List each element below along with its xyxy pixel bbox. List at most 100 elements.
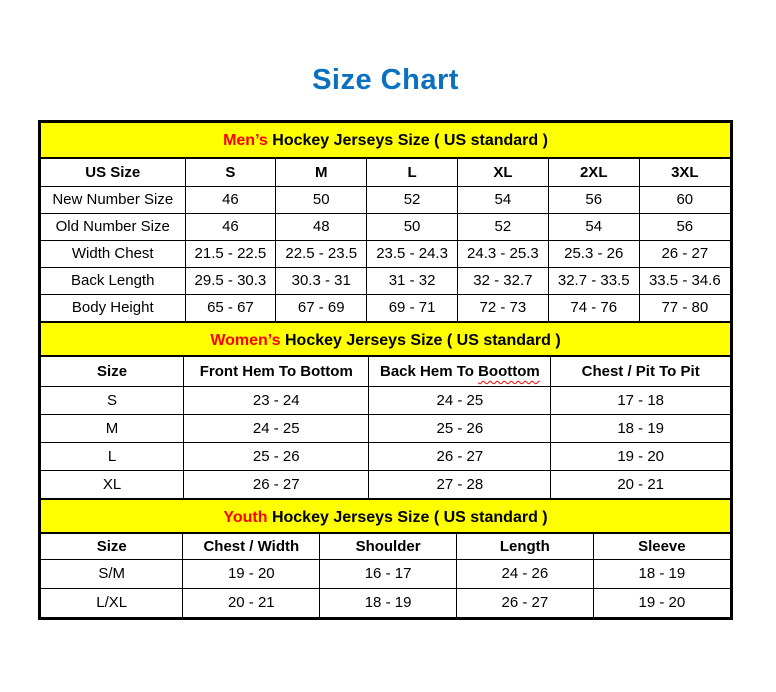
table-cell: 60 [638, 185, 730, 214]
row-label: XL [41, 469, 185, 498]
table-row: XL 26 - 27 27 - 28 20 - 21 [41, 469, 730, 498]
table-cell: 17 - 18 [550, 385, 730, 415]
table-cell: 23 - 24 [183, 385, 370, 415]
youth-section-title: Hockey Jerseys Size ( US standard ) [267, 509, 548, 526]
table-cell: 77 - 80 [638, 293, 730, 321]
table-cell: 33.5 - 34.6 [638, 266, 730, 295]
column-header: US Size [41, 159, 186, 187]
table-row: New Number Size 46 50 52 54 56 60 [41, 185, 730, 214]
misspelled-word: Boottom [478, 362, 540, 380]
row-label: Body Height [41, 293, 186, 321]
page-title: Size Chart [312, 64, 459, 96]
table-cell: 19 - 20 [550, 441, 730, 471]
table-row: Back Length 29.5 - 30.3 30.3 - 31 31 - 3… [41, 266, 730, 295]
table-cell: 18 - 19 [319, 587, 457, 617]
table-row: Body Height 65 - 67 67 - 69 69 - 71 72 -… [41, 293, 730, 321]
size-chart-container: Men’s Hockey Jerseys Size ( US standard … [38, 120, 733, 620]
table-cell: 65 - 67 [184, 293, 277, 321]
row-label: M [41, 413, 185, 443]
table-cell: 52 [456, 212, 549, 241]
mens-section-title: Hockey Jerseys Size ( US standard ) [267, 132, 548, 149]
table-cell: 24 - 25 [368, 385, 552, 415]
column-header: Size [41, 534, 184, 560]
table-cell: 20 - 21 [550, 469, 730, 498]
table-row: S 23 - 24 24 - 25 17 - 18 [41, 385, 730, 415]
womens-section-title: Hockey Jerseys Size ( US standard ) [280, 332, 561, 349]
table-cell: 18 - 19 [592, 558, 730, 589]
table-cell: 23.5 - 24.3 [366, 239, 458, 268]
table-cell: 31 - 32 [366, 266, 458, 295]
youth-size-table: Size Chest / Width Shoulder Length Sleev… [41, 534, 730, 617]
table-cell: 26 - 27 [368, 441, 552, 471]
table-cell: 22.5 - 23.5 [275, 239, 368, 268]
table-row: M 24 - 25 25 - 26 18 - 19 [41, 413, 730, 443]
table-cell: 24.3 - 25.3 [456, 239, 549, 268]
table-row: Old Number Size 46 48 50 52 54 56 [41, 212, 730, 241]
table-cell: 21.5 - 22.5 [184, 239, 277, 268]
table-cell: 69 - 71 [366, 293, 458, 321]
column-header: Sleeve [592, 534, 730, 560]
column-header: M [275, 159, 368, 187]
column-header: Chest / Pit To Pit [550, 357, 730, 387]
table-cell: 25 - 26 [368, 413, 552, 443]
column-header: S [184, 159, 277, 187]
table-cell: 54 [547, 212, 640, 241]
table-cell: 26 - 27 [638, 239, 730, 268]
table-cell: 74 - 76 [547, 293, 640, 321]
mens-section-header: Men’s Hockey Jerseys Size ( US standard … [41, 123, 730, 159]
row-label: S/M [41, 558, 184, 589]
column-header: Front Hem To Bottom [183, 357, 370, 387]
womens-section-keyword: Women’s [210, 332, 281, 349]
table-cell: 56 [638, 212, 730, 241]
table-row: L 25 - 26 26 - 27 19 - 20 [41, 441, 730, 471]
row-label: Width Chest [41, 239, 186, 268]
row-label: Back Length [41, 266, 186, 295]
table-cell: 30.3 - 31 [275, 266, 368, 295]
mens-size-table: US Size S M L XL 2XL 3XL New Number Size… [41, 159, 730, 321]
table-cell: 50 [366, 212, 458, 241]
column-header-text: Back Hem To [380, 362, 479, 380]
table-cell: 25.3 - 26 [547, 239, 640, 268]
column-header: XL [456, 159, 549, 187]
table-cell: 24 - 26 [455, 558, 594, 589]
table-cell: 19 - 20 [182, 558, 321, 589]
table-cell: 32 - 32.7 [456, 266, 549, 295]
womens-section-header: Women’s Hockey Jerseys Size ( US standar… [41, 321, 730, 357]
table-cell: 24 - 25 [183, 413, 370, 443]
column-header: 3XL [638, 159, 730, 187]
youth-section-header: Youth Hockey Jerseys Size ( US standard … [41, 498, 730, 534]
mens-section-keyword: Men’s [223, 132, 268, 149]
table-cell: 26 - 27 [455, 587, 594, 617]
table-cell: 27 - 28 [368, 469, 552, 498]
table-cell: 29.5 - 30.3 [184, 266, 277, 295]
table-cell: 54 [456, 185, 549, 214]
table-cell: 19 - 20 [592, 587, 730, 617]
table-cell: 50 [275, 185, 368, 214]
column-header: Chest / Width [182, 534, 321, 560]
table-cell: 56 [547, 185, 640, 214]
table-cell: 46 [184, 185, 277, 214]
table-cell: 72 - 73 [456, 293, 549, 321]
column-header: Shoulder [319, 534, 457, 560]
table-cell: 26 - 27 [183, 469, 370, 498]
table-header-row: US Size S M L XL 2XL 3XL [41, 159, 730, 187]
row-label: New Number Size [41, 185, 186, 214]
table-row: L/XL 20 - 21 18 - 19 26 - 27 19 - 20 [41, 587, 730, 617]
table-cell: 16 - 17 [319, 558, 457, 589]
table-cell: 20 - 21 [182, 587, 321, 617]
column-header: Back Hem To Boottom [368, 357, 552, 387]
column-header: Length [455, 534, 594, 560]
row-label: Old Number Size [41, 212, 186, 241]
table-header-row: Size Chest / Width Shoulder Length Sleev… [41, 534, 730, 560]
row-label: S [41, 385, 185, 415]
table-cell: 46 [184, 212, 277, 241]
column-header: 2XL [547, 159, 640, 187]
row-label: L [41, 441, 185, 471]
womens-size-table: Size Front Hem To Bottom Back Hem To Boo… [41, 357, 730, 498]
table-row: Width Chest 21.5 - 22.5 22.5 - 23.5 23.5… [41, 239, 730, 268]
table-cell: 25 - 26 [183, 441, 370, 471]
table-header-row: Size Front Hem To Bottom Back Hem To Boo… [41, 357, 730, 387]
table-row: S/M 19 - 20 16 - 17 24 - 26 18 - 19 [41, 558, 730, 589]
table-cell: 18 - 19 [550, 413, 730, 443]
